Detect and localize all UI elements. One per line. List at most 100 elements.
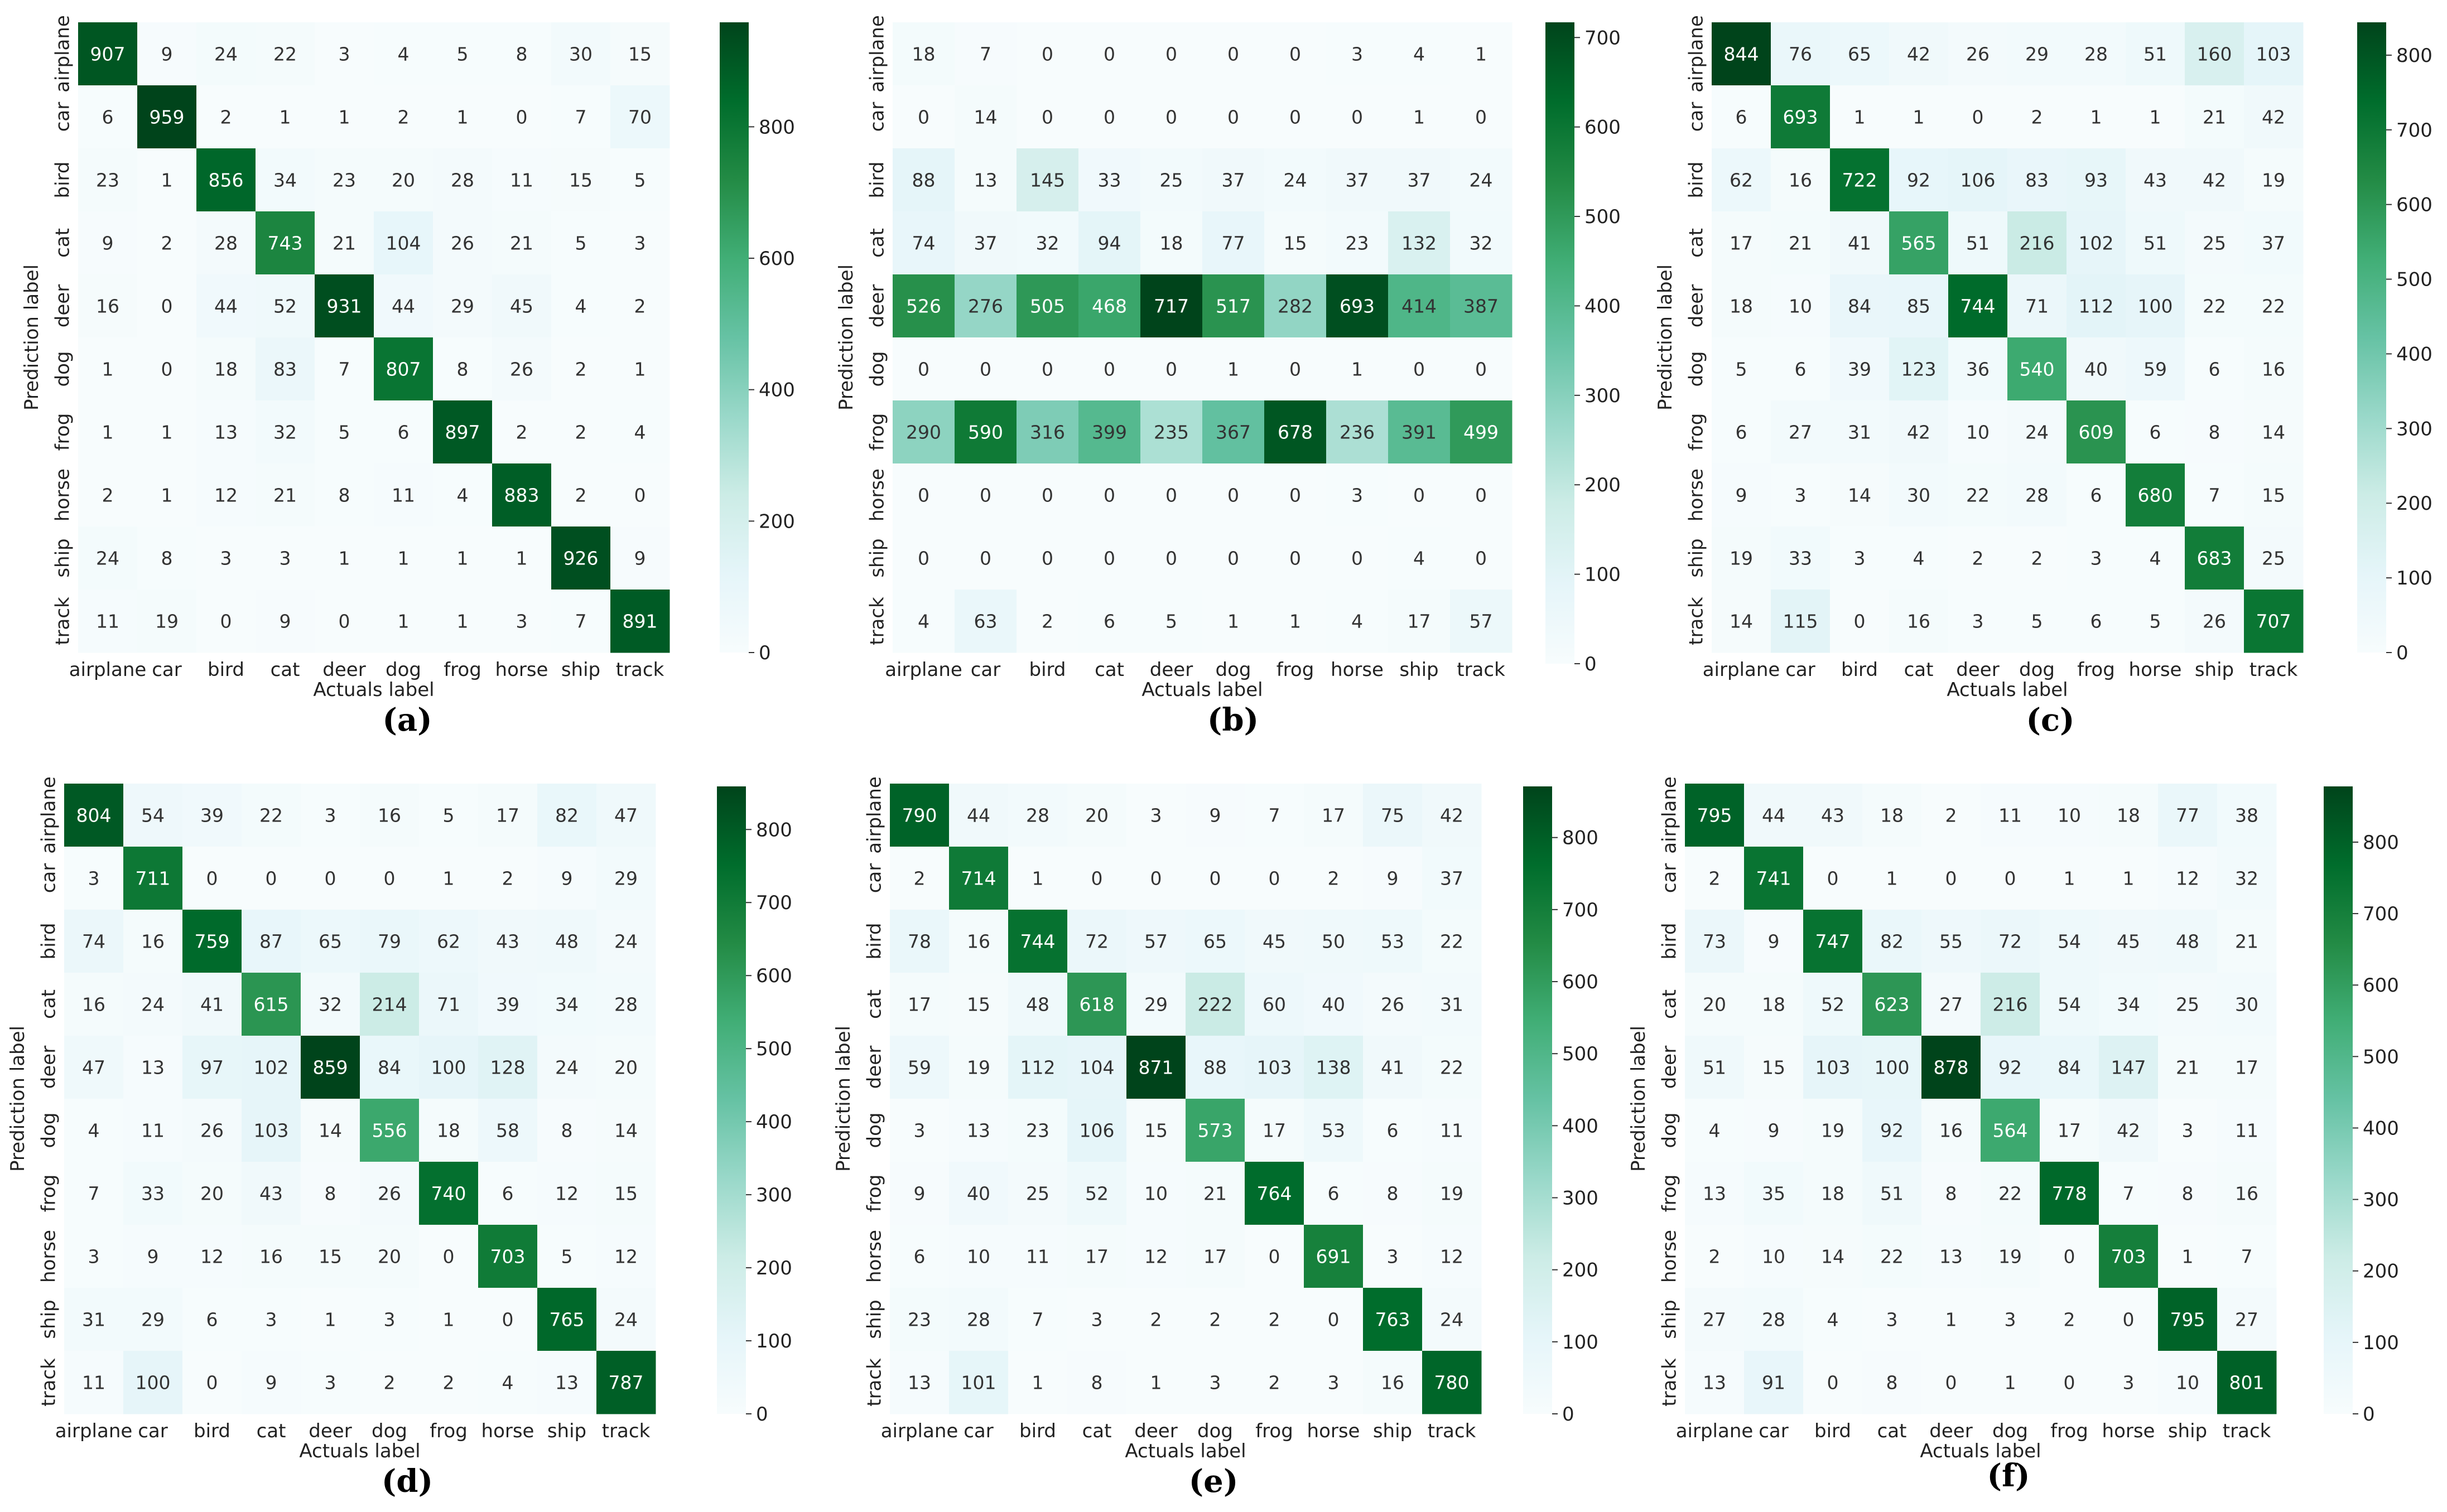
y-tick-label: frog [1659, 1175, 1681, 1213]
cell-value-label: 12 [555, 1183, 579, 1205]
heatmap-cell [1450, 463, 1512, 527]
heatmap-cell [374, 590, 433, 653]
cell-value-label: 128 [490, 1057, 526, 1079]
cell-value-label: 54 [141, 805, 165, 827]
heatmap-cell [1017, 463, 1079, 527]
cell-value-label: 51 [2143, 44, 2167, 65]
x-tick-label: frog [1277, 659, 1314, 681]
cell-value-label: 0 [1104, 107, 1115, 128]
heatmap-cell [1363, 847, 1423, 910]
y-tick-label: frog [864, 1175, 886, 1213]
cell-value-label: 13 [1703, 1372, 1726, 1394]
heatmap-cell [1744, 1288, 1804, 1351]
cell-value-label: 20 [392, 170, 415, 191]
heatmap-cell [596, 1351, 656, 1414]
cell-value-label: 565 [1901, 233, 1937, 254]
x-tick-label: airplane [55, 1420, 133, 1442]
heatmap-cell [78, 22, 138, 86]
cell-value-label: 26 [1381, 994, 1404, 1016]
heatmap-cell [1304, 1225, 1364, 1288]
heatmap-cell [2007, 85, 2067, 149]
heatmap-cell [419, 784, 479, 847]
heatmap-cell [2007, 526, 2067, 590]
cell-value-label: 3 [339, 44, 350, 65]
heatmap-cell [433, 274, 493, 338]
heatmap-cell [1140, 337, 1203, 401]
y-tick-label: bird [1659, 923, 1681, 960]
heatmap-cell [1712, 211, 1771, 275]
heatmap-cell [1981, 1225, 2040, 1288]
heatmap-cell [537, 1288, 597, 1351]
cell-value-label: 21 [2235, 931, 2258, 953]
heatmap-cell [1712, 337, 1771, 401]
heatmap-cell [360, 1099, 420, 1162]
cell-value-label: 1 [443, 868, 455, 890]
y-tick-label: airplane [1685, 15, 1708, 93]
cell-value-label: 3 [914, 1120, 926, 1142]
heatmap-cell [1008, 910, 1068, 973]
cell-value-label: 25 [1160, 170, 1183, 191]
cell-value-label: 26 [378, 1183, 401, 1205]
x-tick-label: track [616, 659, 664, 681]
cell-value-label: 4 [1709, 1120, 1721, 1142]
cell-value-label: 0 [1289, 107, 1301, 128]
heatmap-cell [1889, 590, 1949, 653]
cell-value-label: 1 [1351, 359, 1363, 380]
colorbar-tick-label: 400 [1562, 1115, 1598, 1137]
heatmap-cell [1685, 784, 1745, 847]
cell-value-label: 0 [2064, 1246, 2075, 1268]
heatmap-cell [893, 211, 955, 275]
heatmap-cell [893, 590, 955, 653]
heatmap-cell [137, 274, 197, 338]
y-tick-label: airplane [52, 15, 74, 93]
heatmap-cell [78, 463, 138, 527]
cell-value-label: 72 [1085, 931, 1109, 953]
heatmap-cell [1186, 1351, 1245, 1414]
heatmap-cell [1771, 337, 1831, 401]
cell-value-label: 37 [1440, 868, 1463, 890]
heatmap-cell [2185, 526, 2244, 590]
cell-value-label: 0 [1413, 485, 1425, 506]
heatmap-cell [1422, 910, 1482, 973]
heatmap-cell [1067, 973, 1127, 1036]
cell-value-label: 75 [1381, 805, 1404, 827]
cell-value-label: 16 [82, 994, 105, 1016]
heatmap-cell [182, 1162, 242, 1225]
heatmap-cell [1186, 1162, 1245, 1225]
heatmap-cell [1388, 85, 1451, 149]
heatmap-cell [1140, 526, 1203, 590]
x-tick-label: frog [2077, 659, 2115, 681]
cell-value-label: 795 [2170, 1309, 2205, 1331]
cell-value-label: 92 [1907, 170, 1930, 191]
cell-value-label: 9 [634, 548, 646, 569]
heatmap-cell [1078, 590, 1141, 653]
heatmap-cell [2126, 463, 2185, 527]
cell-value-label: 37 [1222, 170, 1245, 191]
colorbar: 0 100 200 300 400 500 600 700 800 [717, 786, 792, 1426]
cell-value-label: 6 [2090, 611, 2102, 632]
heatmap-cell [360, 910, 420, 973]
heatmap-cell [1921, 910, 1981, 973]
heatmap-cell [2244, 590, 2304, 653]
heatmap-cell [1388, 526, 1451, 590]
heatmap-cell [1685, 1162, 1745, 1225]
cell-value-label: 8 [339, 485, 350, 506]
cell-value-label: 1 [398, 611, 410, 632]
cell-value-label: 3 [325, 805, 336, 827]
colorbar-tick-label: 600 [1584, 117, 1621, 139]
heatmap-cell [2007, 590, 2067, 653]
heatmap-cell [1889, 337, 1949, 401]
heatmap-cell [2217, 1036, 2277, 1099]
heatmap-cell [1363, 784, 1423, 847]
heatmap-cell [2158, 973, 2218, 1036]
x-tick-label: deer [1929, 1420, 1972, 1442]
x-tick-label: dog [372, 1420, 407, 1442]
heatmap-cell [890, 1162, 950, 1225]
heatmap-cell [2067, 274, 2126, 338]
cell-value-label: 790 [902, 805, 937, 827]
cell-value-label: 856 [209, 170, 244, 191]
y-tick-label: deer [866, 284, 889, 327]
cell-value-label: 859 [313, 1057, 348, 1079]
colorbar-tick-label: 100 [2363, 1332, 2399, 1354]
